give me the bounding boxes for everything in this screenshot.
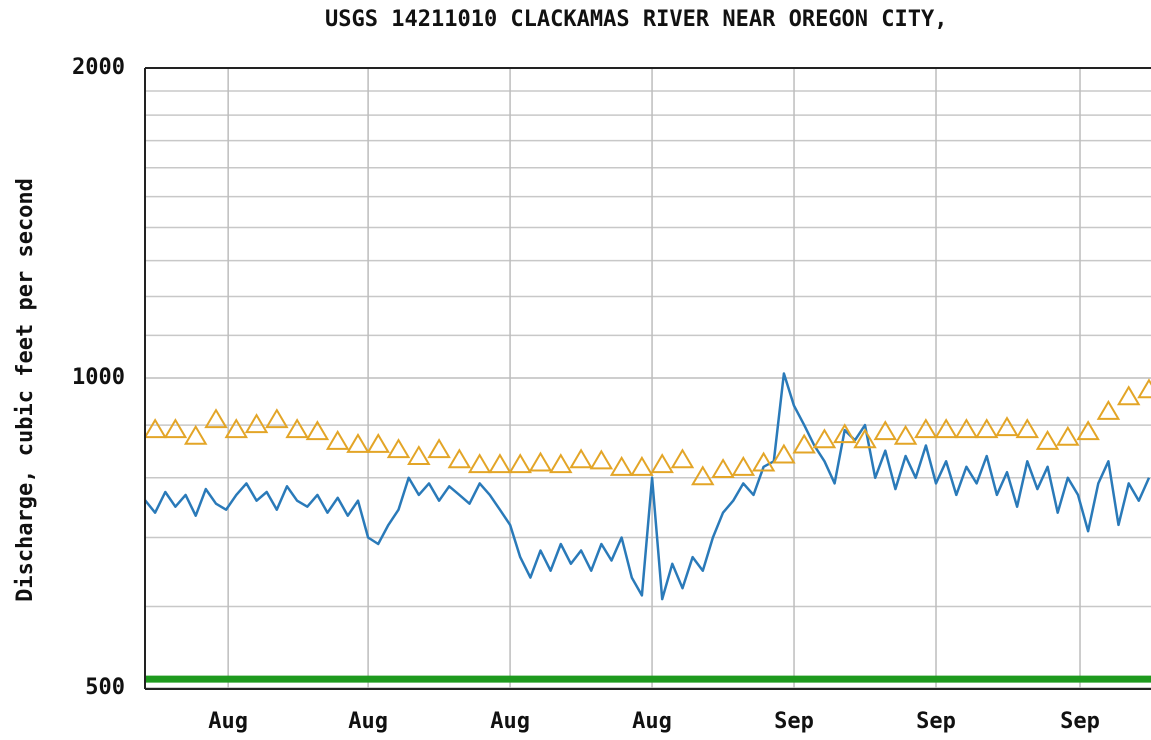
triangle-marker xyxy=(812,428,837,449)
triangle-marker xyxy=(265,408,289,429)
x-tick-label: Sep xyxy=(916,709,956,734)
triangle-marker xyxy=(670,448,695,469)
triangle-marker xyxy=(488,453,512,474)
chart-title: USGS 14211010 CLACKAMAS RIVER NEAR OREGO… xyxy=(325,7,948,32)
plot-area xyxy=(145,372,1151,683)
triangle-marker xyxy=(204,408,228,429)
triangle-marker xyxy=(751,451,776,472)
x-tick-label: Sep xyxy=(774,709,814,734)
triangle-marker xyxy=(285,418,309,439)
y-tick-label: 500 xyxy=(85,675,125,700)
grid xyxy=(145,67,1151,689)
triangle-marker xyxy=(1035,429,1060,450)
triangle-marker xyxy=(691,465,715,486)
triangle-marker xyxy=(914,418,938,439)
x-tick-label: Aug xyxy=(490,709,530,734)
triangle-marker xyxy=(183,424,208,445)
triangle-marker xyxy=(366,432,390,453)
triangle-marker xyxy=(224,418,249,439)
triangle-marker xyxy=(1015,418,1040,439)
triangle-marker xyxy=(569,448,593,469)
triangle-marker xyxy=(305,420,330,441)
triangle-marker xyxy=(467,453,492,474)
triangle-marker xyxy=(325,429,350,450)
triangle-marker xyxy=(853,428,877,449)
x-tick-label: Sep xyxy=(1060,709,1100,734)
y-tick-label: 2000 xyxy=(72,55,125,80)
x-tick-label: Aug xyxy=(348,709,388,734)
x-tick-label: Aug xyxy=(208,709,248,734)
triangle-marker xyxy=(772,443,796,464)
triangle-marker xyxy=(609,455,634,476)
triangle-marker xyxy=(447,448,472,469)
triangle-marker xyxy=(1056,425,1080,446)
triangle-marker xyxy=(1076,420,1100,441)
triangle-marker xyxy=(893,424,918,445)
triangle-marker xyxy=(244,413,269,434)
triangle-marker xyxy=(589,449,614,470)
triangle-marker xyxy=(731,455,756,476)
y-axis-label: Discharge, cubic feet per second xyxy=(13,178,38,602)
triangle-marker xyxy=(1096,399,1121,420)
series-line xyxy=(145,372,1151,601)
triangle-marker xyxy=(873,420,898,441)
triangle-marker xyxy=(528,451,553,472)
triangle-marker xyxy=(995,416,1019,437)
triangle-marker xyxy=(163,418,188,439)
triangle-marker xyxy=(549,453,573,474)
triangle-marker xyxy=(427,438,451,459)
triangle-marker xyxy=(934,418,958,439)
tick-labels: 500 1000 2000 Aug Aug Aug Aug Sep Sep Sep xyxy=(72,55,1100,734)
triangle-marker xyxy=(386,438,411,459)
triangle-marker xyxy=(1116,385,1141,406)
x-tick-label: Aug xyxy=(632,709,672,734)
triangle-marker xyxy=(1137,378,1151,399)
triangle-marker xyxy=(954,418,979,439)
triangle-marker xyxy=(145,418,167,439)
triangle-marker xyxy=(711,458,735,479)
triangle-marker xyxy=(832,423,857,444)
triangle-marker xyxy=(630,455,654,476)
triangle-marker xyxy=(407,445,431,466)
triangle-marker xyxy=(346,432,370,453)
triangle-marker xyxy=(792,433,816,454)
triangle-marker xyxy=(650,453,674,474)
y-tick-label: 1000 xyxy=(72,365,125,390)
triangle-marker xyxy=(508,453,532,474)
triangle-marker xyxy=(974,418,999,439)
